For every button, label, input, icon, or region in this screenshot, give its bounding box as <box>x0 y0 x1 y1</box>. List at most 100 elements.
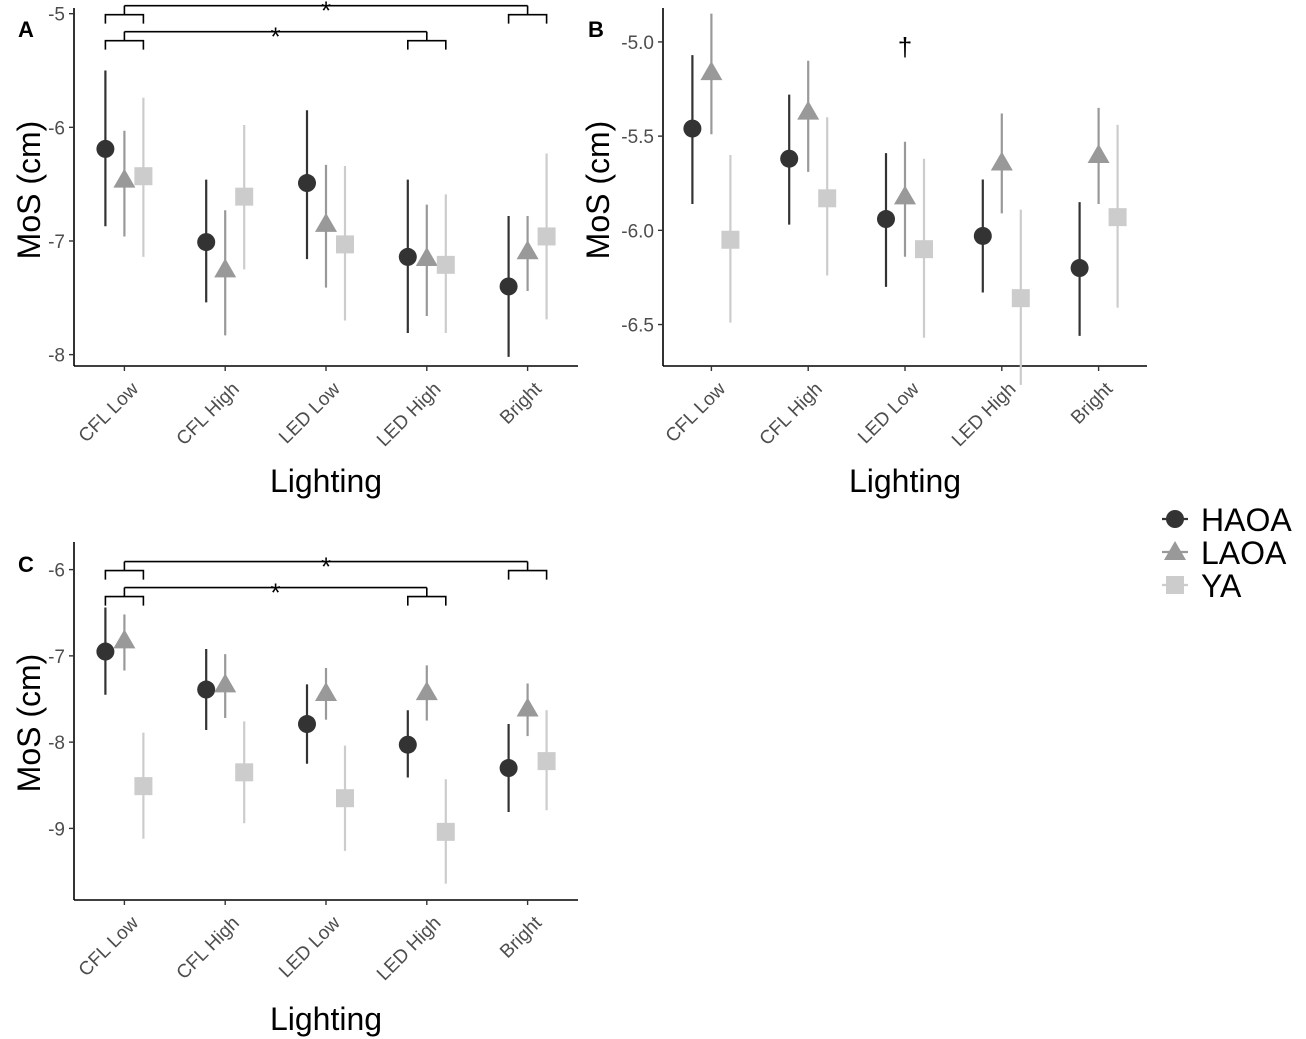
point-laoa <box>990 151 1013 171</box>
point-haoa <box>96 139 115 158</box>
point-haoa <box>499 759 518 778</box>
y-tick-label: -6 <box>48 118 65 139</box>
point-haoa <box>780 149 799 168</box>
legend-label: HAOA <box>1201 502 1292 538</box>
point-ya <box>336 789 354 808</box>
point-haoa <box>96 642 115 661</box>
x-tick-label: LED High <box>948 379 1020 451</box>
significance-star: * <box>271 578 281 608</box>
point-laoa <box>415 681 438 701</box>
significance-star: * <box>321 552 331 582</box>
x-axis-title: Lighting <box>849 463 961 499</box>
point-ya <box>915 240 933 259</box>
panel-c: C -6 -7 -8 -9 CFL Low CFL High LED Low LED High B… <box>11 542 578 1037</box>
y-tick-label: -8 <box>48 733 65 754</box>
point-laoa <box>894 185 916 205</box>
panel-b: B -5.0 -5.5 -6.0 -6.5 CFL Low CFL High LED Low L… <box>580 8 1147 499</box>
x-tick-label: CFL High <box>756 379 827 450</box>
x-tick-label: LED Low <box>275 379 345 449</box>
x-axis-title: Lighting <box>270 1001 382 1037</box>
point-haoa <box>398 247 417 266</box>
legend-key-triangle <box>1164 541 1186 560</box>
y-tick-label: -6 <box>48 561 65 582</box>
point-laoa <box>516 240 539 260</box>
point-laoa <box>214 258 237 278</box>
y-tick-label: -6.5 <box>621 316 654 337</box>
y-tick-label: -6.0 <box>621 221 654 242</box>
group-bracket <box>104 13 145 24</box>
point-ya <box>134 167 153 186</box>
y-tick-label: -5 <box>48 5 65 26</box>
x-tick-label: CFL Low <box>662 379 730 447</box>
y-tick-label: -7 <box>48 647 65 668</box>
point-laoa <box>214 673 237 693</box>
point-haoa <box>398 735 417 754</box>
point-ya <box>235 763 254 782</box>
panel-a: A -5 -6 -7 -8 CFL Low CFL High LED Low LED High B… <box>11 0 578 499</box>
point-laoa <box>113 629 136 649</box>
y-tick-label: -5.0 <box>621 33 654 54</box>
point-ya <box>134 777 153 796</box>
point-haoa <box>973 226 992 245</box>
x-tick-label: CFL High <box>173 913 244 984</box>
x-tick-label: CFL Low <box>75 379 143 447</box>
point-ya <box>818 189 837 208</box>
x-tick-label: Bright <box>496 378 546 428</box>
y-tick-label: -7 <box>48 232 65 253</box>
point-haoa <box>197 233 216 252</box>
legend-key-square <box>1166 576 1184 594</box>
significance-star: * <box>271 22 281 52</box>
group-bracket <box>507 13 548 24</box>
point-ya <box>537 752 556 771</box>
significance-star: * <box>321 0 331 26</box>
point-laoa <box>315 681 337 701</box>
legend-key-circle <box>1166 510 1184 528</box>
point-haoa <box>197 680 216 699</box>
x-tick-label: CFL Low <box>75 913 143 981</box>
group-bracket <box>104 569 145 580</box>
group-bracket <box>407 39 447 50</box>
y-axis-title: MoS (cm) <box>11 121 47 260</box>
y-axis-title: MoS (cm) <box>580 121 616 260</box>
legend-label: LAOA <box>1201 535 1287 571</box>
legend-label: YA <box>1201 568 1242 604</box>
point-ya <box>1011 289 1030 308</box>
y-tick-label: -5.5 <box>621 127 654 148</box>
x-tick-label: LED Low <box>854 379 924 449</box>
point-laoa <box>113 168 136 188</box>
point-haoa <box>683 119 702 138</box>
point-haoa <box>1070 259 1089 278</box>
point-ya <box>436 822 455 841</box>
x-tick-label: Bright <box>1067 378 1117 428</box>
point-laoa <box>700 61 723 81</box>
panel-label: A <box>18 17 34 42</box>
y-tick-label: -9 <box>48 819 65 840</box>
y-axis-title: MoS (cm) <box>11 654 47 793</box>
point-haoa <box>298 174 316 193</box>
x-tick-label: LED High <box>373 379 445 451</box>
y-tick-label: -8 <box>48 346 65 367</box>
point-haoa <box>298 715 316 734</box>
significance-dagger: † <box>898 32 912 62</box>
x-tick-label: LED High <box>373 913 445 985</box>
point-ya <box>1108 208 1127 227</box>
point-ya <box>537 227 556 246</box>
point-haoa <box>877 210 895 229</box>
x-tick-label: Bright <box>496 912 546 962</box>
group-bracket <box>507 569 548 580</box>
point-laoa <box>797 100 820 120</box>
point-ya <box>336 235 354 254</box>
point-laoa <box>1087 143 1110 163</box>
group-bracket <box>104 595 145 606</box>
panel-label: B <box>588 17 604 42</box>
point-laoa <box>516 697 539 717</box>
panel-label: C <box>18 552 34 577</box>
point-laoa <box>315 212 337 232</box>
point-ya <box>721 230 740 249</box>
point-haoa <box>499 277 518 296</box>
point-ya <box>436 255 455 274</box>
point-ya <box>235 187 254 206</box>
x-tick-label: LED Low <box>275 913 345 983</box>
